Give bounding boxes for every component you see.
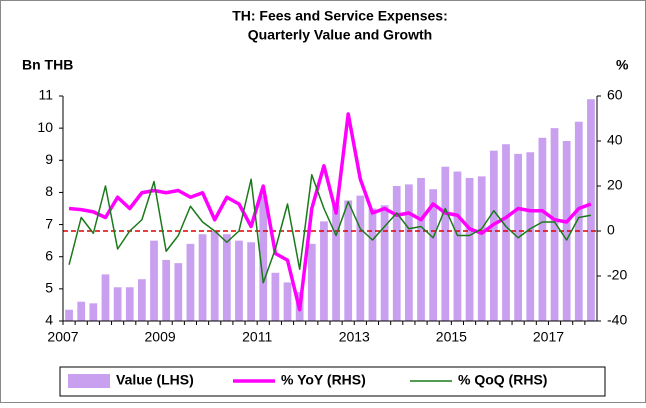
y2-axis-label: %	[616, 57, 629, 73]
bar	[465, 177, 474, 321]
legend-box	[59, 366, 606, 397]
bar	[283, 282, 292, 321]
x-tick-label: 2009	[145, 329, 176, 345]
x-tick-label: 2011	[242, 329, 272, 345]
legend-label: % QoQ (RHS)	[458, 372, 547, 388]
bar	[210, 231, 219, 321]
bar	[235, 240, 243, 321]
bar	[380, 205, 389, 321]
bar	[65, 309, 73, 321]
bar	[89, 303, 98, 321]
bar	[574, 121, 583, 321]
line-series	[68, 174, 592, 284]
y-tick-label: 5	[45, 280, 53, 296]
x-tick-label: 2013	[339, 329, 370, 345]
legend-swatch	[68, 374, 110, 388]
y2-tick-label: 0	[607, 222, 615, 238]
bar	[198, 234, 207, 321]
bar	[138, 279, 146, 321]
bar	[441, 166, 450, 321]
bar	[453, 171, 462, 321]
bar	[186, 243, 195, 321]
bar	[101, 274, 110, 321]
bar	[125, 287, 134, 321]
y2-tick-label: 60	[607, 87, 623, 103]
bar	[526, 152, 535, 321]
bar	[332, 205, 340, 321]
x-tick-label: 2007	[47, 329, 78, 345]
y-tick-label: 11	[38, 87, 53, 103]
bar	[502, 144, 510, 321]
bar	[113, 287, 122, 321]
y-tick-label: 9	[45, 151, 53, 167]
bar	[417, 177, 425, 321]
bar	[429, 189, 438, 321]
chart-title: Quarterly Value and Growth	[248, 27, 432, 43]
y-tick-label: 8	[45, 183, 53, 199]
bar	[538, 137, 547, 321]
legend-label: % YoY (RHS)	[281, 372, 366, 388]
x-tick-label: 2017	[533, 329, 564, 345]
bar	[344, 200, 353, 321]
bar	[562, 141, 571, 321]
bar	[550, 128, 559, 321]
bar	[271, 272, 280, 321]
bar	[320, 221, 328, 321]
chart-title: TH: Fees and Service Expenses:	[232, 8, 448, 24]
bar	[392, 186, 401, 321]
bar	[477, 176, 486, 321]
bar	[587, 99, 595, 321]
bar	[150, 240, 158, 321]
bar	[259, 195, 268, 321]
bar	[307, 243, 316, 321]
bar	[368, 208, 377, 321]
y-axis-label: Bn THB	[22, 57, 73, 73]
bar	[174, 263, 183, 321]
bar	[247, 242, 255, 321]
y2-tick-label: 40	[607, 132, 623, 148]
y2-tick-label: 20	[607, 177, 623, 193]
y-tick-label: 6	[45, 247, 53, 263]
y2-tick-label: -40	[607, 312, 627, 328]
bar	[222, 234, 231, 321]
y-tick-label: 7	[45, 215, 53, 231]
y-tick-label: 10	[37, 119, 53, 135]
y2-tick-label: -20	[607, 267, 627, 283]
y-tick-label: 4	[45, 312, 53, 328]
bar	[356, 195, 365, 321]
legend-label: Value (LHS)	[116, 372, 194, 388]
bar	[405, 184, 413, 321]
bar	[489, 150, 498, 321]
bar	[162, 259, 171, 321]
x-tick-label: 2015	[436, 329, 467, 345]
bar	[77, 301, 86, 321]
